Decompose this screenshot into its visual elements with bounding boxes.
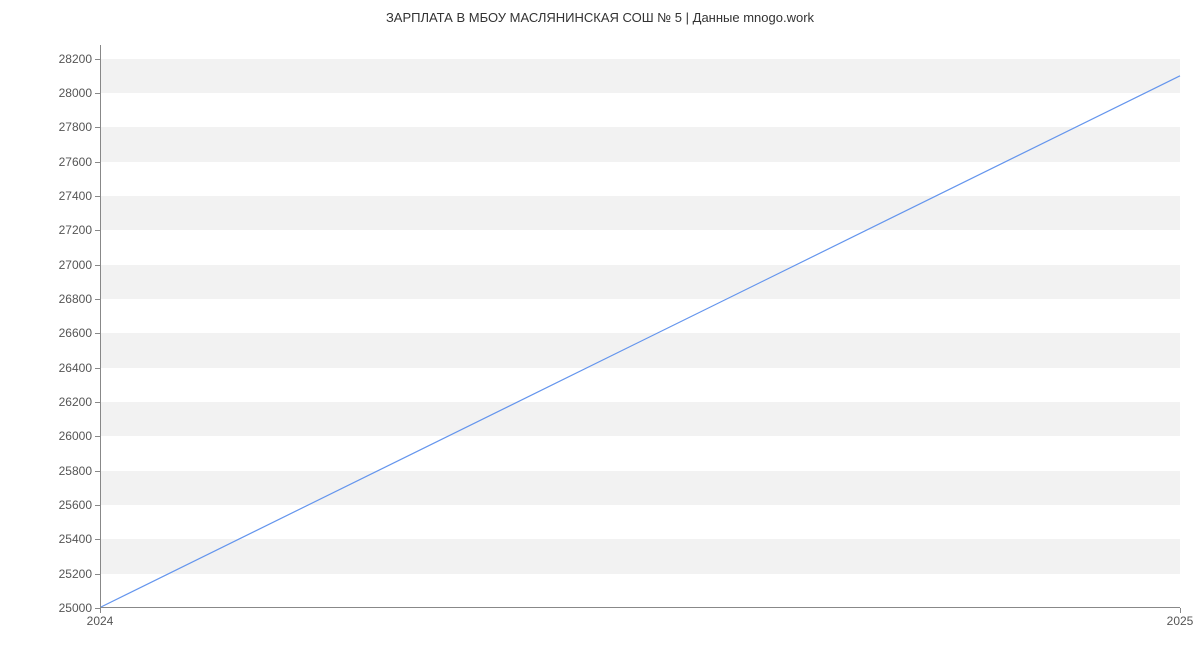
y-tick-mark [95, 230, 100, 231]
y-tick-label: 26800 [32, 292, 92, 306]
y-tick-label: 26000 [32, 429, 92, 443]
y-tick-mark [95, 505, 100, 506]
y-tick-mark [95, 574, 100, 575]
y-tick-mark [95, 127, 100, 128]
y-tick-label: 25400 [32, 532, 92, 546]
y-tick-label: 28200 [32, 52, 92, 66]
y-tick-label: 27600 [32, 155, 92, 169]
x-tick-mark [1180, 608, 1181, 613]
y-tick-label: 25000 [32, 601, 92, 615]
y-tick-label: 25800 [32, 464, 92, 478]
y-tick-label: 28000 [32, 86, 92, 100]
y-tick-mark [95, 196, 100, 197]
y-tick-label: 25200 [32, 567, 92, 581]
x-tick-label: 2024 [87, 614, 114, 628]
x-tick-mark [100, 608, 101, 613]
y-tick-label: 25600 [32, 498, 92, 512]
chart-line-svg [101, 45, 1180, 607]
y-tick-mark [95, 162, 100, 163]
y-tick-mark [95, 539, 100, 540]
y-tick-mark [95, 299, 100, 300]
y-tick-mark [95, 402, 100, 403]
y-tick-label: 26200 [32, 395, 92, 409]
y-tick-mark [95, 333, 100, 334]
series-line [101, 76, 1180, 607]
y-tick-mark [95, 471, 100, 472]
plot-area [100, 45, 1180, 608]
y-tick-label: 26600 [32, 326, 92, 340]
y-tick-label: 27400 [32, 189, 92, 203]
y-tick-mark [95, 368, 100, 369]
y-tick-label: 26400 [32, 361, 92, 375]
y-tick-mark [95, 93, 100, 94]
y-tick-label: 27000 [32, 258, 92, 272]
y-tick-label: 27200 [32, 223, 92, 237]
y-tick-mark [95, 265, 100, 266]
y-tick-mark [95, 59, 100, 60]
chart-title: ЗАРПЛАТА В МБОУ МАСЛЯНИНСКАЯ СОШ № 5 | Д… [0, 10, 1200, 25]
y-tick-label: 27800 [32, 120, 92, 134]
x-tick-label: 2025 [1167, 614, 1194, 628]
y-tick-mark [95, 436, 100, 437]
